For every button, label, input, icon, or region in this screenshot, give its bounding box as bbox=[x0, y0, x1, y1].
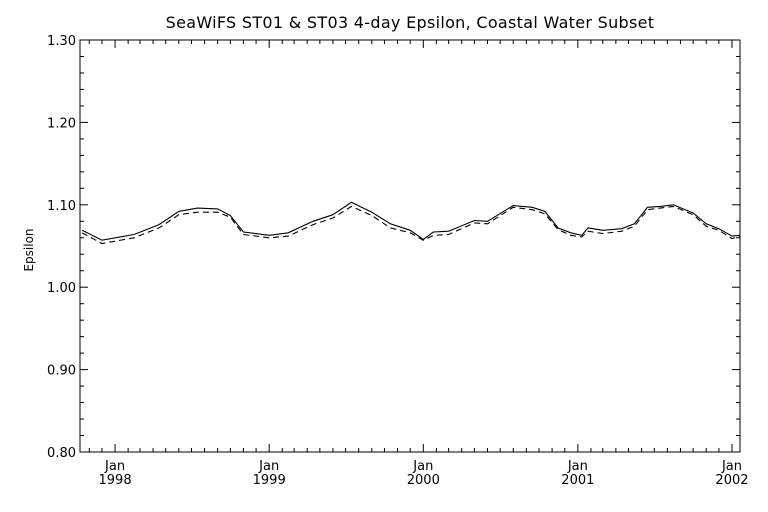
plot-frame bbox=[79, 39, 741, 453]
series-line-dashed bbox=[81, 205, 741, 245]
x-tick-year: 2001 bbox=[561, 473, 594, 488]
y-tick-label: 1.20 bbox=[47, 116, 76, 131]
series-line-solid bbox=[81, 201, 741, 241]
y-tick-label: 0.90 bbox=[47, 364, 76, 379]
y-tick-label: 1.10 bbox=[47, 199, 76, 214]
x-tick-month: Jan bbox=[104, 459, 125, 474]
x-tick-month: Jan bbox=[412, 459, 433, 474]
series-group bbox=[81, 201, 741, 245]
x-tick-month: Jan bbox=[721, 459, 742, 474]
x-tick-month: Jan bbox=[258, 459, 279, 474]
x-tick-year: 2000 bbox=[407, 473, 440, 488]
y-tick-label: 1.30 bbox=[47, 34, 76, 49]
y-tick-label: 1.00 bbox=[47, 281, 76, 296]
x-tick-year: 1999 bbox=[253, 473, 286, 488]
x-tick-year: 1998 bbox=[99, 473, 132, 488]
axis-ticks: 0.800.901.001.101.201.30Jan1998Jan1999Ja… bbox=[47, 34, 748, 488]
x-tick-month: Jan bbox=[567, 459, 588, 474]
x-tick-year: 2002 bbox=[715, 473, 748, 488]
chart-title: SeaWiFS ST01 & ST03 4-day Epsilon, Coast… bbox=[165, 13, 655, 32]
y-tick-label: 0.80 bbox=[47, 446, 76, 461]
